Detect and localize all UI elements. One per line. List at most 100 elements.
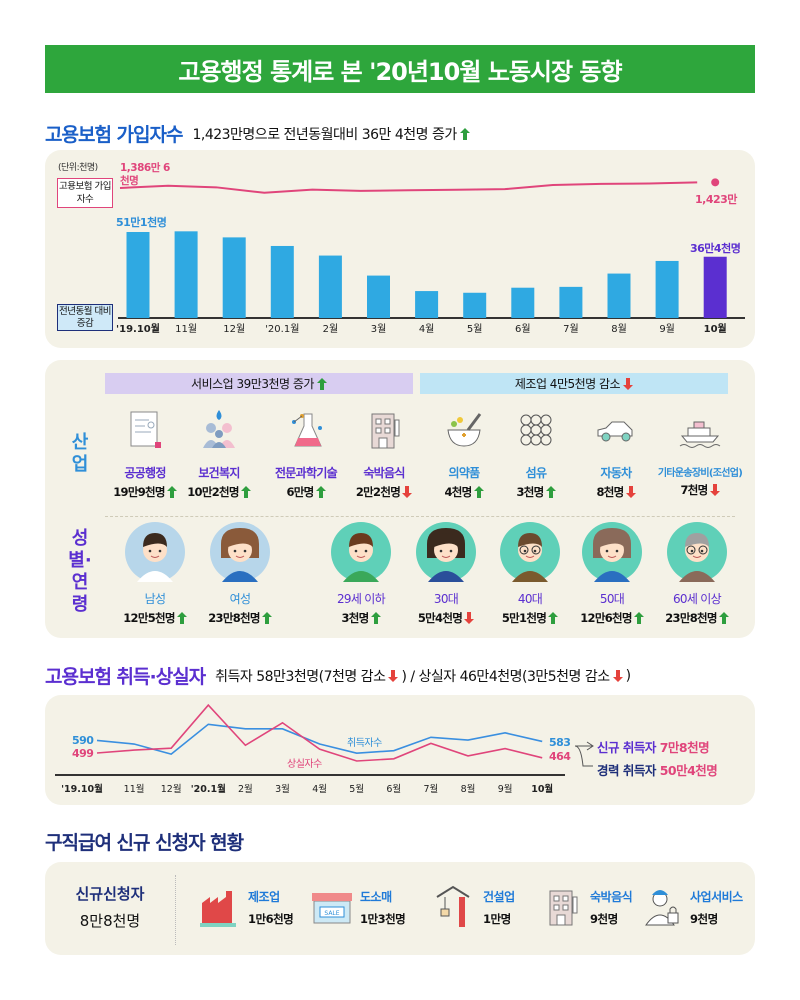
demographic-value-text: 3천명 (341, 611, 369, 625)
x-tick-label: 9월 (659, 323, 675, 335)
benefit-item: SALE 도소매 1만3천명 (310, 885, 406, 929)
x-tick-label: 3월 (371, 323, 387, 335)
industry-label: 산업 (71, 432, 89, 475)
industry-value-text: 2만2천명 (355, 485, 401, 499)
up-arrow-icon (459, 127, 470, 140)
industry-value: 6만명 (261, 484, 351, 500)
industry-item: 전문과학기술 6만명 (261, 408, 351, 500)
x-tick-label: 12월 (223, 323, 245, 335)
acq-series-label: 취득자수 (347, 738, 382, 749)
bar (126, 232, 150, 318)
demographic-item: 50대 12만6천명 (567, 522, 657, 626)
page-title-banner: 고용행정 통계로 본 '20년10월 노동시장 동향 (45, 45, 755, 93)
ship-icon (679, 421, 721, 448)
industry-value: 8천명 (571, 484, 661, 500)
demographic-item: 60세 이상 23만8천명 (652, 522, 742, 626)
manufacturing-header-text: 제조업 4만5천명 감소 (514, 377, 621, 391)
bar (511, 287, 535, 318)
x-tick-label: 4월 (419, 323, 435, 335)
summary-loss: ) / 상실자 46만4천명(3만5천명 감소 (401, 668, 610, 685)
benefit-value: 9천명 (590, 911, 618, 926)
summary-close: ) (625, 667, 631, 684)
loss-line (96, 703, 543, 762)
hotel-icon (549, 890, 578, 926)
x-tick-label: 6월 (386, 783, 401, 795)
security-guard-icon (645, 890, 679, 926)
up-arrow-icon (316, 377, 327, 390)
demographic-value: 5만1천명 (485, 610, 575, 626)
demographic-name: 50대 (599, 592, 625, 606)
section-title: 고용보험 취득·상실자 (45, 666, 206, 688)
bar (415, 291, 439, 318)
car-icon (597, 421, 633, 442)
bar-legend: 전년동월 대비 증감 (57, 304, 113, 331)
x-tick-label: 7월 (563, 323, 579, 335)
x-tick-label: 11월 (175, 323, 197, 335)
industry-name: 의약품 (448, 466, 480, 480)
industry-value-text: 4천명 (444, 485, 472, 499)
demographic-item: 남성 12만5천명 (110, 522, 200, 626)
demographic-value: 23만8천명 (195, 610, 285, 626)
industry-value-text: 19만9천명 (113, 485, 165, 499)
loss-first-label: 499 (72, 747, 94, 760)
industry-item: 공공행정 19만9천명 (100, 408, 190, 500)
x-tick-label: 3월 (275, 783, 290, 795)
industry-name: 섬유 (525, 466, 547, 480)
acquisition-line (96, 723, 543, 755)
demographic-value-text: 12만5천명 (123, 611, 175, 625)
mortar-pestle-icon (447, 413, 482, 447)
industry-name: 보건복지 (198, 466, 240, 480)
down-arrow-icon (625, 486, 636, 498)
industry-value: 3천명 (491, 484, 581, 500)
total-applicants-value: 8만8천명 (79, 912, 141, 930)
acq-last-label: 583 (549, 736, 571, 749)
industry-item: 숙박음식 2만2천명 (339, 408, 429, 500)
benefit-item: 숙박음식 9천명 (540, 885, 633, 929)
down-arrow-icon (612, 669, 623, 682)
insured-chart: '19.10월 11월 12월 '20.1월 2월 3월 4월 5월 6월 7월 8월 9월 10월 (116, 178, 745, 335)
loss-series-label: 상실자수 (287, 759, 322, 770)
demographic-value-text: 12만6천명 (580, 611, 632, 625)
x-tick-label: 5월 (467, 323, 483, 335)
factory-icon (200, 891, 236, 927)
bar (174, 231, 198, 318)
up-arrow-icon (370, 612, 381, 624)
page-title: 고용행정 통계로 본 '20년10월 노동시장 동향 (178, 57, 622, 86)
people-care-icon (203, 410, 235, 448)
man-avatar-icon (125, 522, 185, 582)
flask-icon (292, 413, 322, 447)
young-woman-avatar-icon (416, 522, 476, 582)
store-icon: SALE (312, 893, 352, 924)
insured-line-endpoint (711, 178, 720, 187)
demographic-value: 23만8천명 (652, 610, 742, 626)
up-arrow-icon (633, 612, 644, 624)
benefit-name: 제조업 (248, 889, 280, 904)
industry-item: 기타운송장비(조선업) 7천명 (655, 408, 745, 498)
benefit-item: 제조업 1만6천명 (198, 885, 294, 929)
insured-line (119, 181, 698, 194)
industry-item: 자동차 8천명 (571, 408, 661, 500)
new-acquirers: 신규 취득자 7만8천명 (597, 737, 710, 756)
x-tick-label: 5월 (349, 783, 364, 795)
bar (318, 255, 342, 318)
x-tick-label: 11월 (124, 783, 145, 795)
up-arrow-icon (261, 612, 272, 624)
demographic-label: 성별·연령 (68, 528, 92, 615)
middle-aged-woman-avatar-icon (582, 522, 642, 582)
hotel-icon (371, 413, 400, 449)
benefit-value: 1만명 (483, 911, 511, 926)
bar-last-label: 36만4천명 (690, 242, 741, 255)
demographic-item: 여성 23만8천명 (195, 522, 285, 626)
benefit-value: 9천명 (690, 911, 718, 926)
x-tick-label: 8월 (611, 323, 627, 335)
acquisition-chart-panel (45, 695, 755, 805)
up-arrow-icon (548, 612, 559, 624)
section-acquisition-header: 고용보험 취득·상실자 취득자 58만3천명(7천명 감소) / 상실자 46만… (45, 662, 631, 689)
x-tick-label: 4월 (312, 783, 327, 795)
x-tick-label: '20.1월 (191, 783, 226, 795)
demographic-item: 40대 5만1천명 (485, 522, 575, 626)
acquisition-chart: '19.10월 11월 12월 '20.1월 2월 3월 4월 5월 6월 7월 8월 9월 10월 (55, 703, 594, 795)
up-arrow-icon (240, 486, 251, 498)
document-icon (130, 411, 161, 448)
breakdown-panel (45, 360, 755, 638)
